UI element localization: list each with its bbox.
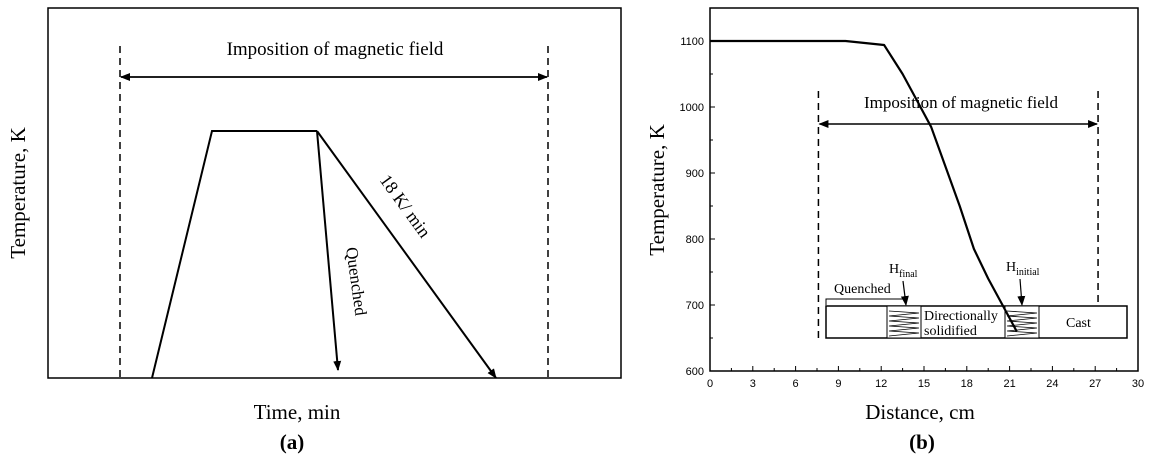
x-tick-label: 9 <box>835 378 841 390</box>
y-tick-label: 800 <box>686 234 704 246</box>
x-tick-label: 3 <box>750 378 756 390</box>
panel-b-temperature-curve <box>710 39 1018 332</box>
inset-cast-label: Cast <box>1066 316 1091 331</box>
y-tick-label: 1000 <box>680 102 704 114</box>
panel-b-field-label: Imposition of magnetic field <box>864 93 1059 112</box>
x-tick-label: 27 <box>1089 378 1101 390</box>
x-tick-label: 30 <box>1132 378 1144 390</box>
panel-a-heating-curve <box>151 130 317 379</box>
panel-b-ticks: 0 3 6 9 12 15 18 21 24 27 30 600 700 800 900 1000 1100 <box>680 36 1145 390</box>
panel-b: 0 3 6 9 12 15 18 21 24 27 30 600 700 800 900 1000 1100 I… <box>645 7 1145 454</box>
inset-h-initial-label: Hinitial <box>1006 260 1040 278</box>
inset-h-final-label: Hfinal <box>889 262 918 280</box>
x-tick-label: 15 <box>918 378 930 390</box>
y-tick-label: 600 <box>686 366 704 378</box>
x-tick-label: 0 <box>707 378 713 390</box>
inset-h-final-arrow <box>900 280 909 306</box>
x-tick-label: 18 <box>961 378 973 390</box>
y-tick-label: 900 <box>686 168 704 180</box>
y-tick-label: 1100 <box>680 36 704 48</box>
panel-a-frame <box>47 7 622 379</box>
panel-a-rate-label: 18 K/ min <box>376 171 435 242</box>
panel-b-xlabel: Distance, cm <box>865 400 975 424</box>
panel-a-ylabel: Temperature, K <box>6 127 30 258</box>
inset-sample-bar <box>825 305 1128 339</box>
inset-quenched-label: Quenched <box>834 282 891 297</box>
panel-a-quenched-label: Quenched <box>342 246 370 317</box>
inset-quenched-bracket <box>825 298 907 305</box>
panel-b-letter: (b) <box>909 430 935 454</box>
inset-initial-zone-hatch <box>1006 310 1038 337</box>
panel-a-xlabel: Time, min <box>254 400 341 424</box>
x-tick-label: 12 <box>875 378 887 390</box>
x-tick-label: 24 <box>1046 378 1058 390</box>
inset-directional-line1: Directionally <box>924 309 998 324</box>
panel-a-quench-curve <box>316 130 342 371</box>
inset-final-zone-hatch <box>888 310 920 337</box>
panel-a-letter: (a) <box>280 430 305 454</box>
panel-b-inset: Quenched Hfinal Hinitial Directionally s… <box>825 260 1128 339</box>
panel-b-ylabel: Temperature, K <box>645 124 669 255</box>
x-tick-label: 6 <box>793 378 799 390</box>
inset-directional-line2: solidified <box>924 324 977 339</box>
panel-a-field-label: Imposition of magnetic field <box>227 39 444 60</box>
panel-a-cooling-curve <box>316 130 497 379</box>
inset-h-initial-arrow <box>1017 278 1026 306</box>
y-tick-label: 700 <box>686 300 704 312</box>
panel-a: Imposition of magnetic field Quenched 18… <box>6 7 622 454</box>
x-tick-label: 21 <box>1003 378 1015 390</box>
